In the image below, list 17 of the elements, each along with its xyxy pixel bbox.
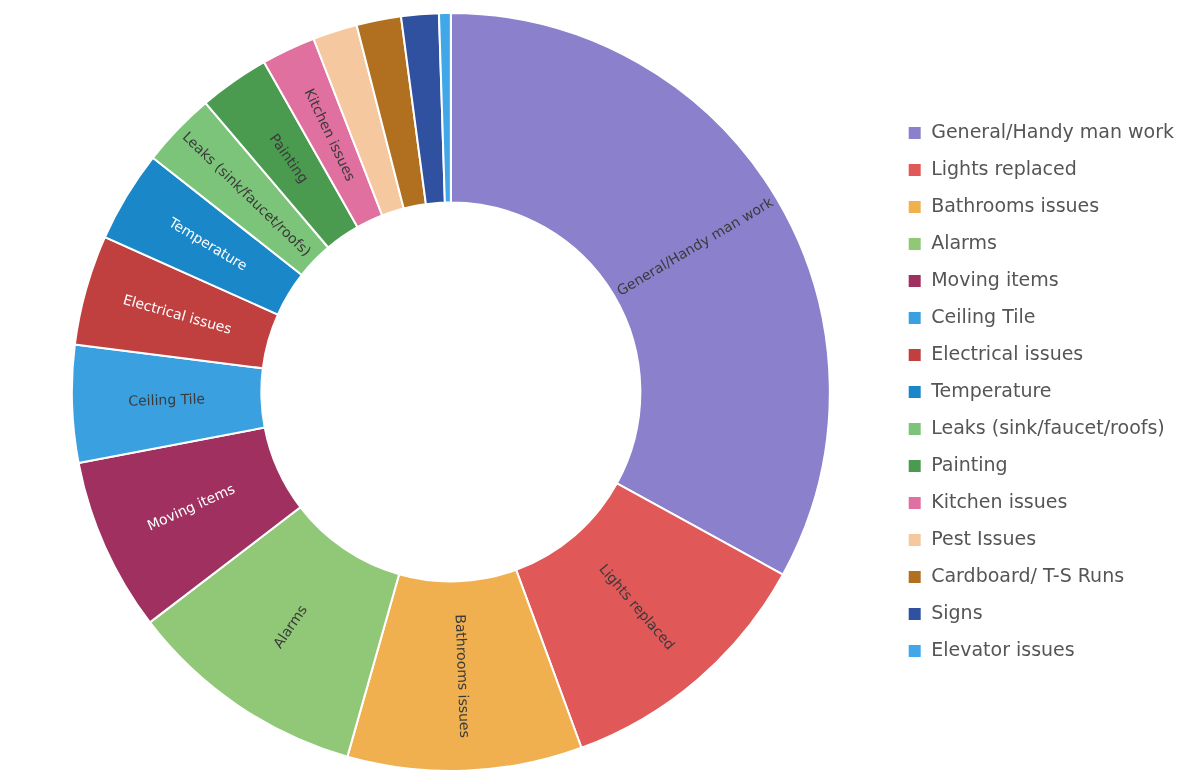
legend-label: Lights replaced (931, 156, 1077, 179)
slice-label: Bathrooms issues (452, 613, 474, 739)
legend-label: Kitchen issues (931, 489, 1068, 512)
legend-label: General/Handy man work (931, 119, 1175, 142)
legend-label: Cardboard/ T-S Runs (931, 563, 1125, 586)
legend-label: Alarms (931, 230, 998, 253)
legend-label: Painting (931, 452, 1008, 475)
legend-label: Electrical issues (931, 341, 1084, 364)
legend-label: Temperature (930, 378, 1052, 401)
legend-label: Elevator issues (931, 637, 1075, 660)
legend-label: Leaks (sink/faucet/roofs) (931, 415, 1165, 438)
legend-label: Signs (931, 600, 983, 623)
legend-label: Moving items (931, 267, 1059, 290)
legend-label: Ceiling Tile (931, 304, 1036, 327)
legend-label: Pest Issues (931, 526, 1037, 549)
slice-label: Ceiling Tile (128, 390, 206, 409)
legend-label: Bathrooms issues (931, 193, 1100, 216)
